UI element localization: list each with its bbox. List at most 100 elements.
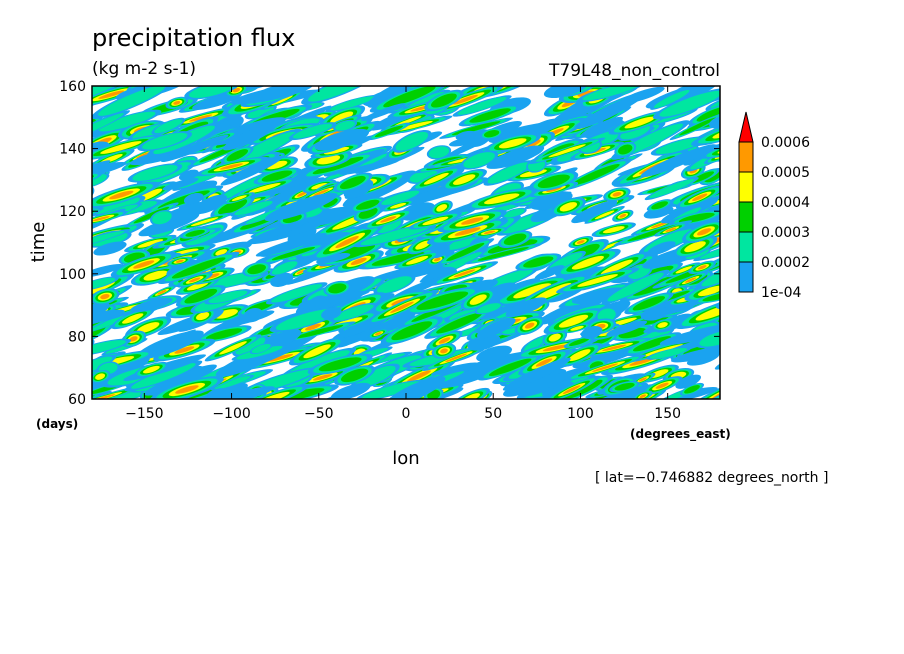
precip-cell (92, 263, 124, 278)
precip-cell (619, 213, 627, 218)
precip-cell (76, 185, 92, 198)
precip-cell (721, 312, 744, 324)
precip-cell (374, 125, 403, 138)
precip-cell (92, 119, 93, 128)
precip-cell (572, 163, 620, 186)
precip-cell (243, 307, 263, 323)
precip-cell (675, 266, 693, 274)
experiment-label: T79L48_non_control (548, 61, 720, 81)
precip-cell (606, 320, 648, 337)
colorbar-cell (738, 171, 754, 203)
precip-cell (571, 255, 604, 270)
precip-cell (188, 86, 236, 98)
precip-cell (268, 388, 325, 399)
precip-cell (529, 191, 573, 210)
precip-cell (467, 334, 501, 351)
precip-cell (234, 200, 273, 216)
precip-cell (655, 382, 669, 389)
precip-cell (620, 124, 650, 140)
precip-cell (484, 193, 520, 205)
precip-cell (318, 357, 362, 372)
precip-cell (129, 145, 197, 166)
precip-cell (649, 179, 695, 199)
precip-cell (66, 235, 82, 248)
precip-cell (311, 182, 328, 190)
colorbar-label: 0.0004 (761, 195, 810, 211)
precip-cell (587, 384, 657, 399)
precip-cell (642, 344, 684, 357)
precip-cell (390, 301, 414, 313)
precip-cell (161, 134, 229, 163)
precip-cell (376, 218, 402, 234)
latitude-annotation: [ lat=−0.746882 degrees_north ] (595, 470, 828, 486)
precip-cell (266, 160, 288, 170)
y-unit-label: (days) (36, 417, 78, 431)
precip-cell (453, 94, 478, 105)
precip-cell (571, 287, 627, 305)
precip-cell (95, 373, 106, 380)
precip-cell (643, 205, 674, 219)
precip-cell (157, 289, 167, 295)
precip-cell (261, 170, 293, 182)
precip-cell (371, 251, 425, 266)
precip-cell (395, 120, 433, 132)
precip-cell (92, 174, 94, 185)
precip-cell (600, 259, 633, 275)
precip-cell (275, 309, 336, 331)
precip-cell (725, 352, 749, 366)
precip-cell (367, 86, 426, 108)
precip-cell (360, 225, 430, 246)
precip-cell (296, 270, 305, 275)
precip-cell (502, 357, 571, 391)
precip-cell (577, 274, 618, 287)
precip-cell (98, 86, 166, 116)
y-tick-label: 120 (59, 204, 86, 220)
precip-cell (323, 147, 350, 155)
precip-cell (655, 137, 703, 155)
precip-cell (542, 344, 570, 352)
precip-cell (618, 144, 633, 155)
precip-cell (132, 164, 178, 181)
y-tick-label: 80 (68, 329, 86, 345)
precip-cell (657, 322, 668, 328)
precip-cell (93, 241, 127, 256)
colorbar-label: 1e-04 (761, 285, 801, 301)
precip-cell (231, 195, 247, 201)
precip-cell (316, 155, 341, 165)
precip-cell (463, 152, 496, 169)
precip-cell (684, 385, 700, 394)
precip-cell (92, 141, 110, 162)
precip-cell (92, 277, 116, 290)
y-tick-label: 140 (59, 142, 86, 158)
precip-cell (142, 132, 188, 150)
x-tick-label: 50 (484, 406, 502, 422)
precip-cell (574, 97, 639, 130)
precip-cell (702, 291, 720, 302)
precip-cell (568, 338, 590, 346)
precip-cell (78, 187, 90, 197)
precip-cell (197, 272, 262, 290)
colorbar-cell (738, 231, 754, 263)
precip-cell (339, 175, 366, 190)
precip-cell (330, 111, 354, 124)
precip-cell (457, 97, 507, 115)
precip-cell (453, 174, 476, 185)
precip-cell (220, 155, 283, 186)
precip-cell (570, 325, 584, 331)
precip-cell (436, 204, 448, 212)
precip-cell (130, 297, 173, 313)
precip-cell (513, 283, 552, 299)
precip-cell (381, 190, 420, 205)
precip-cell (697, 285, 720, 297)
precip-cell (436, 312, 482, 334)
precip-cell (446, 242, 485, 262)
precip-cell (235, 336, 266, 355)
precip-cell (431, 362, 478, 376)
precip-cell (92, 185, 93, 199)
precip-cell (716, 280, 720, 297)
precip-cell (183, 192, 204, 205)
precip-cell (136, 152, 150, 159)
colorbar-triangle (738, 111, 754, 143)
precip-cell (217, 198, 248, 215)
precip-cell (391, 321, 433, 341)
